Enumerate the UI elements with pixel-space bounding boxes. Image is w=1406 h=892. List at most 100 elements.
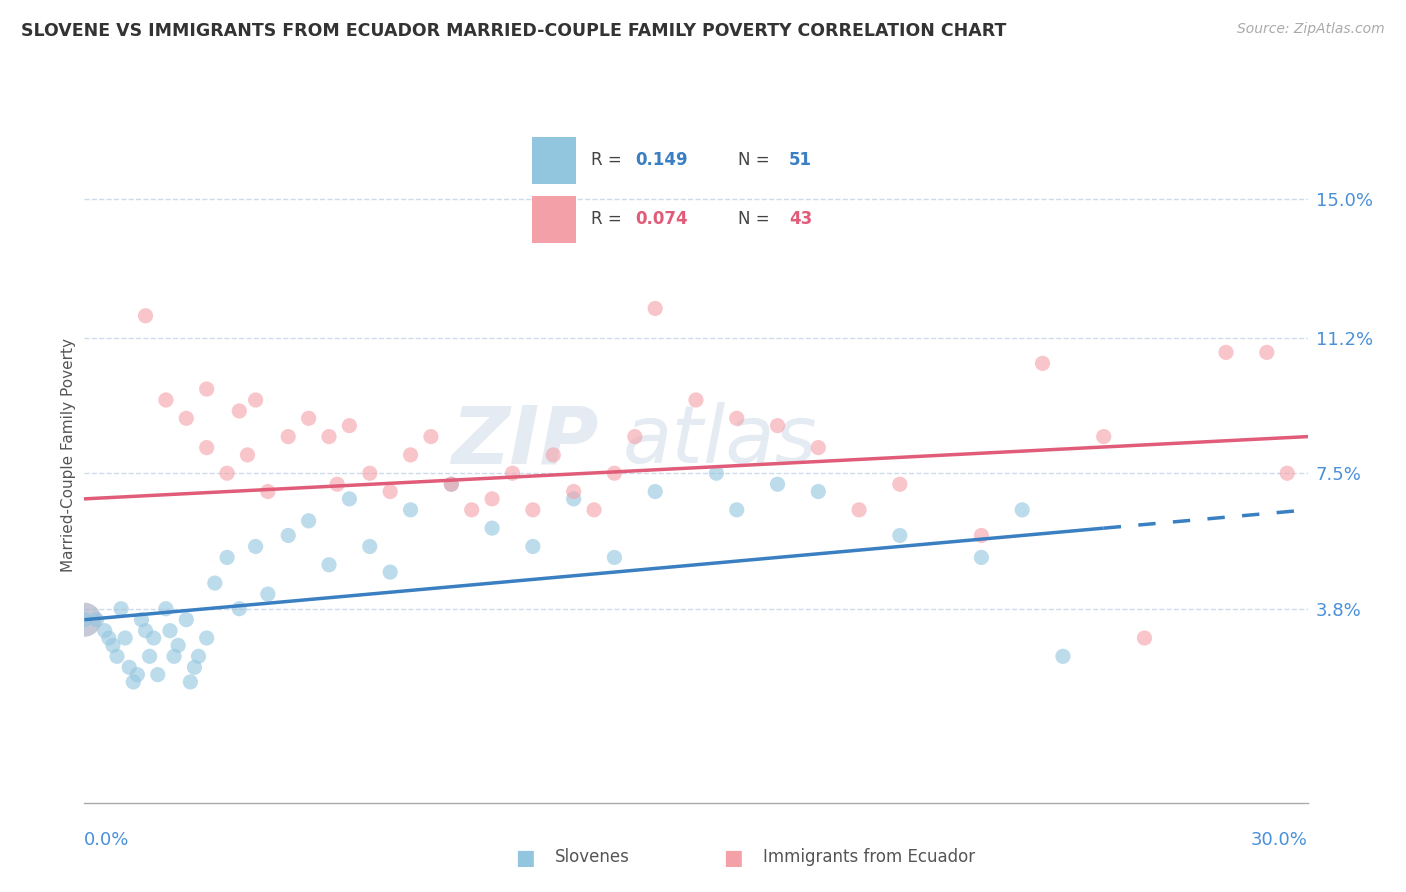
Text: 0.0%: 0.0% bbox=[84, 830, 129, 848]
Point bbox=[339, 491, 361, 506]
Point bbox=[562, 484, 585, 499]
Point bbox=[807, 441, 830, 455]
Point bbox=[142, 631, 165, 645]
Point bbox=[217, 550, 239, 565]
Point bbox=[481, 491, 503, 506]
Point bbox=[163, 649, 186, 664]
Point bbox=[766, 477, 789, 491]
Point bbox=[562, 491, 585, 506]
Point bbox=[257, 484, 280, 499]
Point bbox=[1052, 649, 1074, 664]
Point bbox=[127, 667, 149, 681]
Point bbox=[195, 382, 218, 396]
Point bbox=[359, 467, 381, 481]
Point bbox=[970, 550, 993, 565]
Text: ■: ■ bbox=[723, 848, 742, 868]
Text: SLOVENE VS IMMIGRANTS FROM ECUADOR MARRIED-COUPLE FAMILY POVERTY CORRELATION CHA: SLOVENE VS IMMIGRANTS FROM ECUADOR MARRI… bbox=[21, 22, 1007, 40]
Point bbox=[644, 301, 666, 316]
Text: atlas: atlas bbox=[623, 402, 817, 480]
Point bbox=[114, 631, 136, 645]
Point bbox=[725, 503, 748, 517]
Point bbox=[73, 613, 96, 627]
Point bbox=[86, 613, 108, 627]
Point bbox=[725, 411, 748, 425]
Point bbox=[1277, 467, 1299, 481]
Point bbox=[73, 613, 96, 627]
Point bbox=[179, 675, 201, 690]
Point bbox=[326, 477, 349, 491]
Point bbox=[1032, 356, 1054, 370]
Point bbox=[257, 587, 280, 601]
Point bbox=[245, 540, 267, 554]
Point bbox=[380, 565, 402, 579]
Point bbox=[1256, 345, 1278, 359]
Point bbox=[889, 477, 911, 491]
Point bbox=[298, 514, 321, 528]
Point bbox=[110, 601, 132, 615]
Point bbox=[502, 467, 524, 481]
Point bbox=[228, 601, 250, 615]
Point bbox=[359, 540, 381, 554]
Point bbox=[204, 576, 226, 591]
Point bbox=[228, 404, 250, 418]
Point bbox=[461, 503, 484, 517]
Point bbox=[174, 613, 197, 627]
Point bbox=[603, 550, 626, 565]
Point bbox=[420, 429, 443, 443]
Point bbox=[706, 467, 728, 481]
Point bbox=[543, 448, 565, 462]
Y-axis label: Married-Couple Family Poverty: Married-Couple Family Poverty bbox=[60, 338, 76, 572]
Point bbox=[1011, 503, 1033, 517]
Point bbox=[522, 540, 544, 554]
Point bbox=[105, 649, 128, 664]
Point bbox=[118, 660, 141, 674]
Point bbox=[399, 503, 422, 517]
Text: Immigrants from Ecuador: Immigrants from Ecuador bbox=[763, 848, 976, 866]
Point bbox=[848, 503, 870, 517]
Point bbox=[440, 477, 463, 491]
Point bbox=[131, 613, 153, 627]
Point bbox=[101, 638, 124, 652]
Point bbox=[236, 448, 259, 462]
Point bbox=[183, 660, 205, 674]
Point bbox=[174, 411, 197, 425]
Point bbox=[339, 418, 361, 433]
Point bbox=[195, 631, 218, 645]
Point bbox=[399, 448, 422, 462]
Text: ZIP: ZIP bbox=[451, 402, 598, 480]
Point bbox=[1133, 631, 1156, 645]
Text: ■: ■ bbox=[515, 848, 534, 868]
Point bbox=[644, 484, 666, 499]
Point bbox=[380, 484, 402, 499]
Point bbox=[122, 675, 145, 690]
Point bbox=[298, 411, 321, 425]
Point bbox=[167, 638, 190, 652]
Point bbox=[138, 649, 160, 664]
Point bbox=[685, 392, 707, 407]
Point bbox=[807, 484, 830, 499]
Point bbox=[217, 467, 239, 481]
Point bbox=[159, 624, 181, 638]
Text: Source: ZipAtlas.com: Source: ZipAtlas.com bbox=[1237, 22, 1385, 37]
Point bbox=[93, 624, 117, 638]
Point bbox=[245, 392, 267, 407]
Point bbox=[195, 441, 218, 455]
Text: 30.0%: 30.0% bbox=[1251, 830, 1308, 848]
Point bbox=[624, 429, 647, 443]
Point bbox=[1215, 345, 1237, 359]
Point bbox=[1092, 429, 1115, 443]
Point bbox=[97, 631, 120, 645]
Point bbox=[155, 392, 177, 407]
Point bbox=[277, 429, 299, 443]
Point bbox=[440, 477, 463, 491]
Point bbox=[155, 601, 177, 615]
Point bbox=[583, 503, 606, 517]
Point bbox=[889, 528, 911, 542]
Text: Slovenes: Slovenes bbox=[555, 848, 630, 866]
Point bbox=[277, 528, 299, 542]
Point bbox=[318, 558, 340, 572]
Point bbox=[318, 429, 340, 443]
Point bbox=[73, 613, 96, 627]
Point bbox=[187, 649, 209, 664]
Point bbox=[135, 624, 157, 638]
